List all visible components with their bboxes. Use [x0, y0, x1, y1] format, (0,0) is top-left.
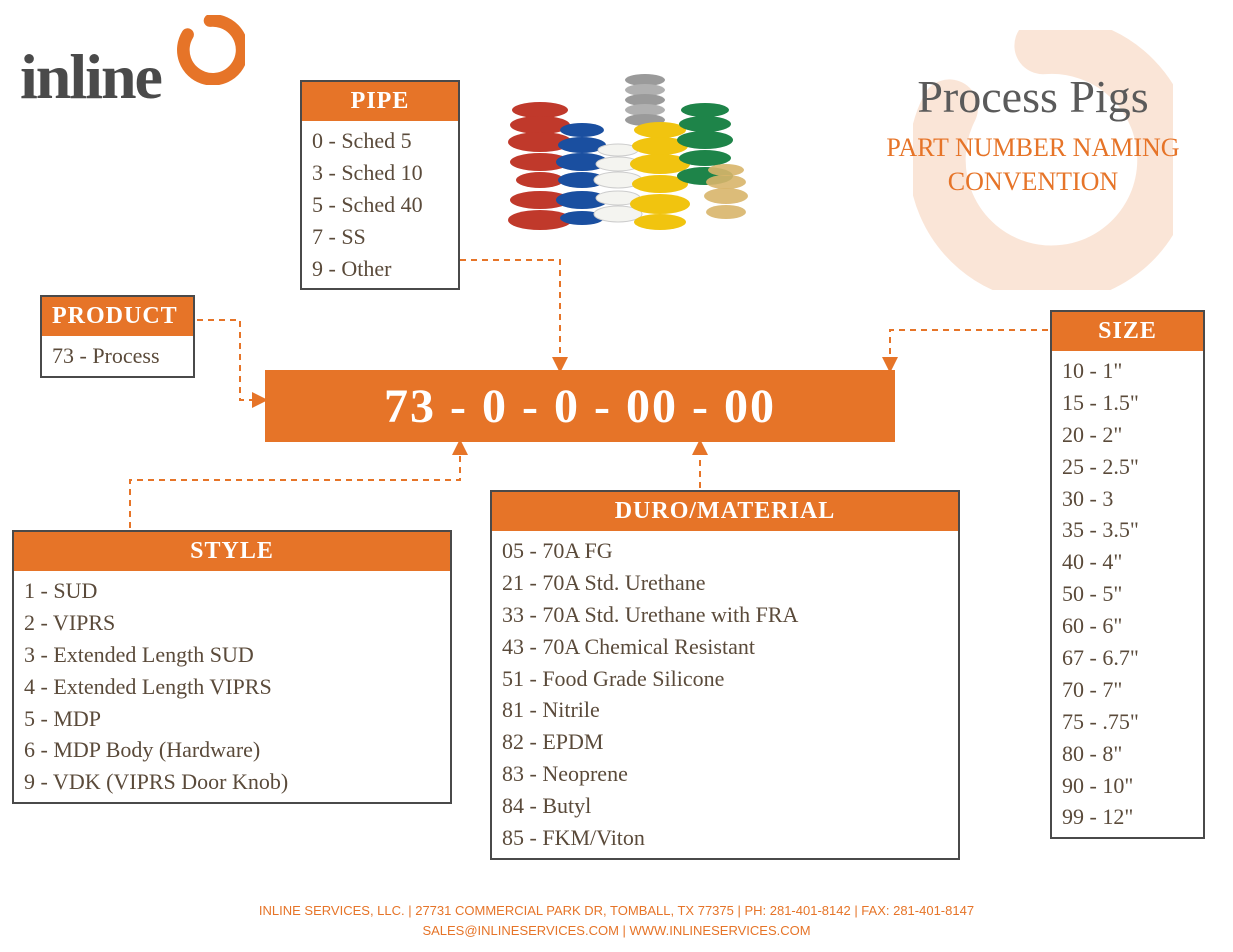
- legend-pipe-header: PIPE: [302, 82, 458, 121]
- legend-size: SIZE 10 - 1"15 - 1.5"20 - 2"25 - 2.5"30 …: [1050, 310, 1205, 839]
- legend-item: 15 - 1.5": [1062, 387, 1193, 419]
- legend-style: STYLE 1 - SUD2 - VIPRS3 - Extended Lengt…: [12, 530, 452, 804]
- legend-item: 5 - Sched 40: [312, 189, 448, 221]
- legend-item: 3 - Extended Length SUD: [24, 639, 440, 671]
- legend-item: 30 - 3: [1062, 483, 1193, 515]
- legend-item: 10 - 1": [1062, 355, 1193, 387]
- page-title-block: Process Pigs PART NUMBER NAMING CONVENTI…: [853, 70, 1213, 199]
- legend-material-body: 05 - 70A FG21 - 70A Std. Urethane33 - 70…: [492, 531, 958, 858]
- legend-item: 83 - Neoprene: [502, 758, 948, 790]
- legend-product-header: PRODUCT: [42, 297, 193, 336]
- legend-item: 85 - FKM/Viton: [502, 822, 948, 854]
- legend-item: 5 - MDP: [24, 703, 440, 735]
- legend-item: 43 - 70A Chemical Resistant: [502, 631, 948, 663]
- legend-size-header: SIZE: [1052, 312, 1203, 351]
- legend-material: DURO/MATERIAL 05 - 70A FG21 - 70A Std. U…: [490, 490, 960, 860]
- legend-item: 35 - 3.5": [1062, 514, 1193, 546]
- legend-item: 7 - SS: [312, 221, 448, 253]
- legend-item: 99 - 12": [1062, 801, 1193, 833]
- legend-size-body: 10 - 1"15 - 1.5"20 - 2"25 - 2.5"30 - 335…: [1052, 351, 1203, 837]
- legend-item: 6 - MDP Body (Hardware): [24, 734, 440, 766]
- legend-product-body: 73 - Process: [42, 336, 193, 376]
- legend-item: 2 - VIPRS: [24, 607, 440, 639]
- legend-item: 80 - 8": [1062, 738, 1193, 770]
- footer-line-2: SALES@INLINESERVICES.COM | WWW.INLINESER…: [0, 921, 1233, 941]
- legend-pipe-body: 0 - Sched 53 - Sched 105 - Sched 407 - S…: [302, 121, 458, 288]
- logo-text: inline: [20, 40, 161, 114]
- legend-item: 21 - 70A Std. Urethane: [502, 567, 948, 599]
- legend-item: 51 - Food Grade Silicone: [502, 663, 948, 695]
- legend-product: PRODUCT 73 - Process: [40, 295, 195, 378]
- legend-pipe: PIPE 0 - Sched 53 - Sched 105 - Sched 40…: [300, 80, 460, 290]
- legend-style-body: 1 - SUD2 - VIPRS3 - Extended Length SUD4…: [14, 571, 450, 802]
- legend-item: 82 - EPDM: [502, 726, 948, 758]
- legend-item: 1 - SUD: [24, 575, 440, 607]
- legend-item: 40 - 4": [1062, 546, 1193, 578]
- legend-item: 81 - Nitrile: [502, 694, 948, 726]
- logo-swirl-icon: [175, 15, 245, 85]
- legend-item: 90 - 10": [1062, 770, 1193, 802]
- legend-item: 25 - 2.5": [1062, 451, 1193, 483]
- company-logo: inline: [20, 40, 161, 114]
- legend-item: 67 - 6.7": [1062, 642, 1193, 674]
- page-title: Process Pigs: [853, 70, 1213, 123]
- legend-item: 84 - Butyl: [502, 790, 948, 822]
- footer: INLINE SERVICES, LLC. | 27731 COMMERCIAL…: [0, 901, 1233, 940]
- legend-item: 70 - 7": [1062, 674, 1193, 706]
- legend-item: 05 - 70A FG: [502, 535, 948, 567]
- legend-item: 4 - Extended Length VIPRS: [24, 671, 440, 703]
- product-photo: [500, 70, 760, 250]
- part-number-bar: 73 - 0 - 0 - 00 - 00: [265, 370, 895, 442]
- legend-item: 50 - 5": [1062, 578, 1193, 610]
- legend-item: 9 - Other: [312, 253, 448, 285]
- legend-item: 60 - 6": [1062, 610, 1193, 642]
- legend-item: 73 - Process: [52, 340, 183, 372]
- page-subtitle: PART NUMBER NAMING CONVENTION: [853, 131, 1213, 199]
- footer-line-1: INLINE SERVICES, LLC. | 27731 COMMERCIAL…: [0, 901, 1233, 921]
- legend-item: 75 - .75": [1062, 706, 1193, 738]
- legend-item: 0 - Sched 5: [312, 125, 448, 157]
- legend-item: 33 - 70A Std. Urethane with FRA: [502, 599, 948, 631]
- legend-item: 3 - Sched 10: [312, 157, 448, 189]
- legend-item: 9 - VDK (VIPRS Door Knob): [24, 766, 440, 798]
- legend-material-header: DURO/MATERIAL: [492, 492, 958, 531]
- legend-item: 20 - 2": [1062, 419, 1193, 451]
- legend-style-header: STYLE: [14, 532, 450, 571]
